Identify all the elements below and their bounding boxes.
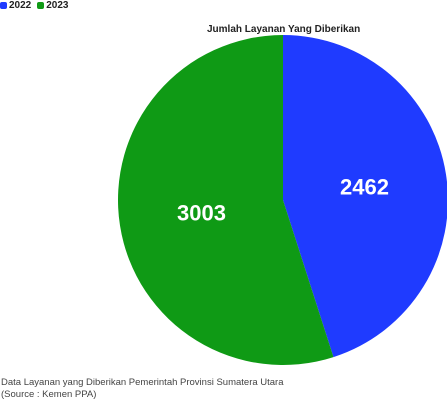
data-label-2023: 3003 (177, 200, 226, 225)
footnote: Data Layanan yang Diberikan Pemerintah P… (1, 377, 284, 401)
data-label-2022: 2462 (340, 175, 389, 200)
footnote-line-2: (Source : Kemen PPA) (1, 389, 284, 401)
footnote-line-1: Data Layanan yang Diberikan Pemerintah P… (1, 377, 284, 389)
